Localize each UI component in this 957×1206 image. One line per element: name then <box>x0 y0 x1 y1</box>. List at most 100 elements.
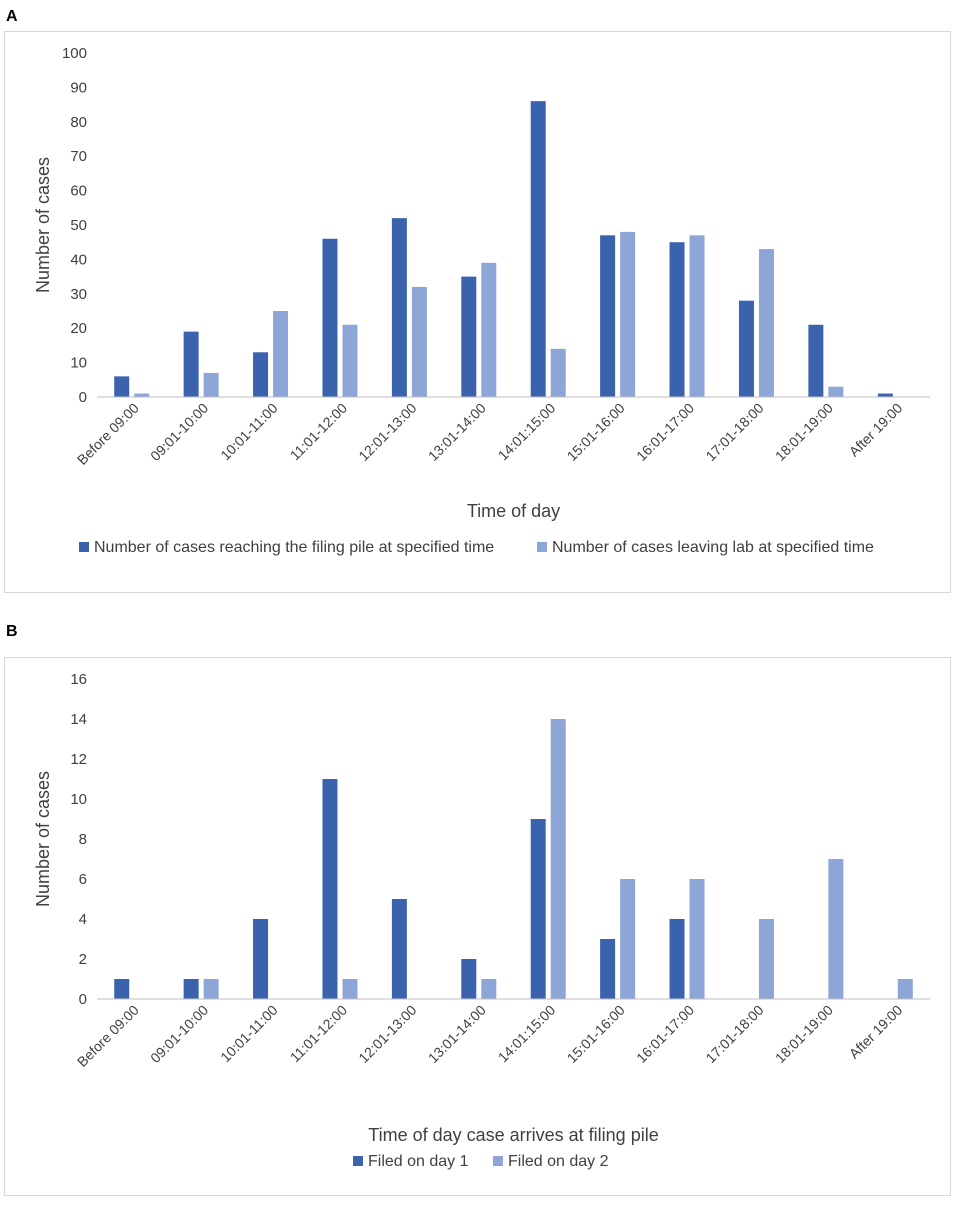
x-tick-label: 18:01-19:00 <box>772 400 836 464</box>
y-tick-label: 0 <box>79 389 87 406</box>
bar-series1-4 <box>391 218 407 397</box>
y-tick-label: 10 <box>70 791 87 808</box>
legend-label-series1: Filed on day 1 <box>368 1153 469 1170</box>
y-tick-label: 80 <box>70 114 87 131</box>
x-tick-label: 11:01-12:00 <box>287 400 351 464</box>
y-axis-title: Number of cases <box>33 157 53 293</box>
y-tick-label: 40 <box>70 251 87 268</box>
bar-series2-1 <box>203 372 219 397</box>
x-tick-label: After 19:00 <box>846 1002 906 1062</box>
legend-label-series1: Number of cases reaching the filing pile… <box>94 539 494 556</box>
bar-series2-9 <box>758 249 774 397</box>
x-tick-label: 12:01-13:00 <box>355 1002 419 1066</box>
panel-a-chart-frame: 0 10 20 30 40 50 60 70 80 90 100 Before 09:00 09:01-… <box>4 31 951 593</box>
x-tick-label: 13:01-14:00 <box>425 1002 489 1066</box>
bar-series1-8 <box>669 242 685 397</box>
bar-series1-4 <box>391 899 407 999</box>
x-tick-label: 09:01-10:00 <box>147 1002 211 1066</box>
x-tick-label: 13:01-14:00 <box>425 400 489 464</box>
y-tick-label: 14 <box>70 711 87 728</box>
y-tick-label: 30 <box>70 286 87 303</box>
bar-series2-8 <box>689 235 705 397</box>
x-tick-label: 17:01-18:00 <box>702 400 766 464</box>
bar-series1-7 <box>600 235 616 397</box>
y-tick-label: 16 <box>70 671 87 688</box>
bar-series1-3 <box>322 238 338 397</box>
y-tick-label: 50 <box>70 217 87 234</box>
y-tick-label: 10 <box>70 355 87 372</box>
x-tick-label: 10:01-11:00 <box>217 1002 281 1066</box>
bar-series2-7 <box>620 231 636 397</box>
x-tick-label: 15:01-16:00 <box>564 400 628 464</box>
bar-series1-6 <box>530 819 546 999</box>
bar-series1-2 <box>253 352 269 397</box>
panel-b-letter: B <box>6 623 18 640</box>
bar-series2-4 <box>411 286 427 397</box>
bar-series1-7 <box>600 939 616 999</box>
x-tick-label: 09:01-10:00 <box>147 400 211 464</box>
x-tick-label: Before 09:00 <box>74 1002 142 1070</box>
bar-series2-7 <box>620 879 636 999</box>
bar-series2-5 <box>481 262 497 397</box>
bar-series1-1 <box>183 331 199 397</box>
x-tick-label: 11:01-12:00 <box>287 1002 351 1066</box>
bar-series1-10 <box>808 324 824 397</box>
y-tick-label: 90 <box>70 79 87 96</box>
bar-series2-5 <box>481 979 497 999</box>
x-tick-label: 18:01-19:00 <box>772 1002 836 1066</box>
legend-swatch-series1 <box>353 1156 363 1166</box>
bar-series2-11 <box>897 979 913 999</box>
legend-label-series2: Number of cases leaving lab at specified… <box>552 539 874 556</box>
bar-series1-8 <box>669 919 685 999</box>
bar-series2-9 <box>758 919 774 999</box>
bar-series1-0 <box>114 979 130 999</box>
panel-a-letter: A <box>6 8 18 25</box>
bar-series2-3 <box>342 324 358 397</box>
bar-series2-10 <box>828 386 844 397</box>
bar-series1-1 <box>183 979 199 999</box>
x-tick-label: 12:01-13:00 <box>355 400 419 464</box>
x-tick-label: 16:01-17:00 <box>633 1002 697 1066</box>
x-tick-label: 15:01-16:00 <box>564 1002 628 1066</box>
y-tick-label: 100 <box>62 45 87 62</box>
x-tick-label: 16:01-17:00 <box>633 400 697 464</box>
y-tick-label: 12 <box>70 751 87 768</box>
y-tick-label: 6 <box>79 871 87 888</box>
legend-swatch-series2 <box>493 1156 503 1166</box>
bar-series1-9 <box>738 300 754 397</box>
bar-series2-0 <box>134 393 150 397</box>
bar-series2-6 <box>550 348 566 397</box>
chart-b: 0 2 4 6 8 10 12 14 16 Before 09:00 09:01-10:00 10:0… <box>33 671 930 1170</box>
x-tick-label: After 19:00 <box>846 400 906 460</box>
x-axis-title: Time of day case arrives at filing pile <box>368 1125 658 1145</box>
bar-series2-10 <box>828 859 844 999</box>
panel-b-chart-frame: 0 2 4 6 8 10 12 14 16 Before 09:00 09:01-10:00 10:0… <box>4 657 951 1196</box>
y-tick-label: 0 <box>79 991 87 1008</box>
y-tick-label: 4 <box>79 911 87 928</box>
x-axis-title: Time of day <box>467 501 560 521</box>
x-tick-label: 17:01-18:00 <box>702 1002 766 1066</box>
bar-series1-3 <box>322 779 338 999</box>
bar-series2-8 <box>689 879 705 999</box>
y-axis-title: Number of cases <box>33 771 53 907</box>
legend-swatch-series2 <box>537 542 547 552</box>
legend-swatch-series1 <box>79 542 89 552</box>
bar-series1-6 <box>530 101 546 397</box>
bar-series1-5 <box>461 276 477 397</box>
bar-series1-2 <box>253 919 269 999</box>
chart-a: 0 10 20 30 40 50 60 70 80 90 100 Before 09:00 09:01-… <box>33 45 930 556</box>
bar-series1-11 <box>877 393 893 397</box>
bar-series1-5 <box>461 959 477 999</box>
legend-label-series2: Filed on day 2 <box>508 1153 609 1170</box>
y-tick-label: 20 <box>70 320 87 337</box>
bar-series2-3 <box>342 979 358 999</box>
bar-series2-2 <box>273 311 289 397</box>
bar-series1-0 <box>114 376 130 397</box>
x-tick-label: Before 09:00 <box>74 400 142 468</box>
bar-series2-1 <box>203 979 219 999</box>
x-tick-label: 14:01:15:00 <box>495 400 559 464</box>
bar-series2-6 <box>550 719 566 999</box>
x-tick-label: 14:01:15:00 <box>495 1002 559 1066</box>
y-tick-label: 70 <box>70 148 87 165</box>
y-tick-label: 8 <box>79 831 87 848</box>
